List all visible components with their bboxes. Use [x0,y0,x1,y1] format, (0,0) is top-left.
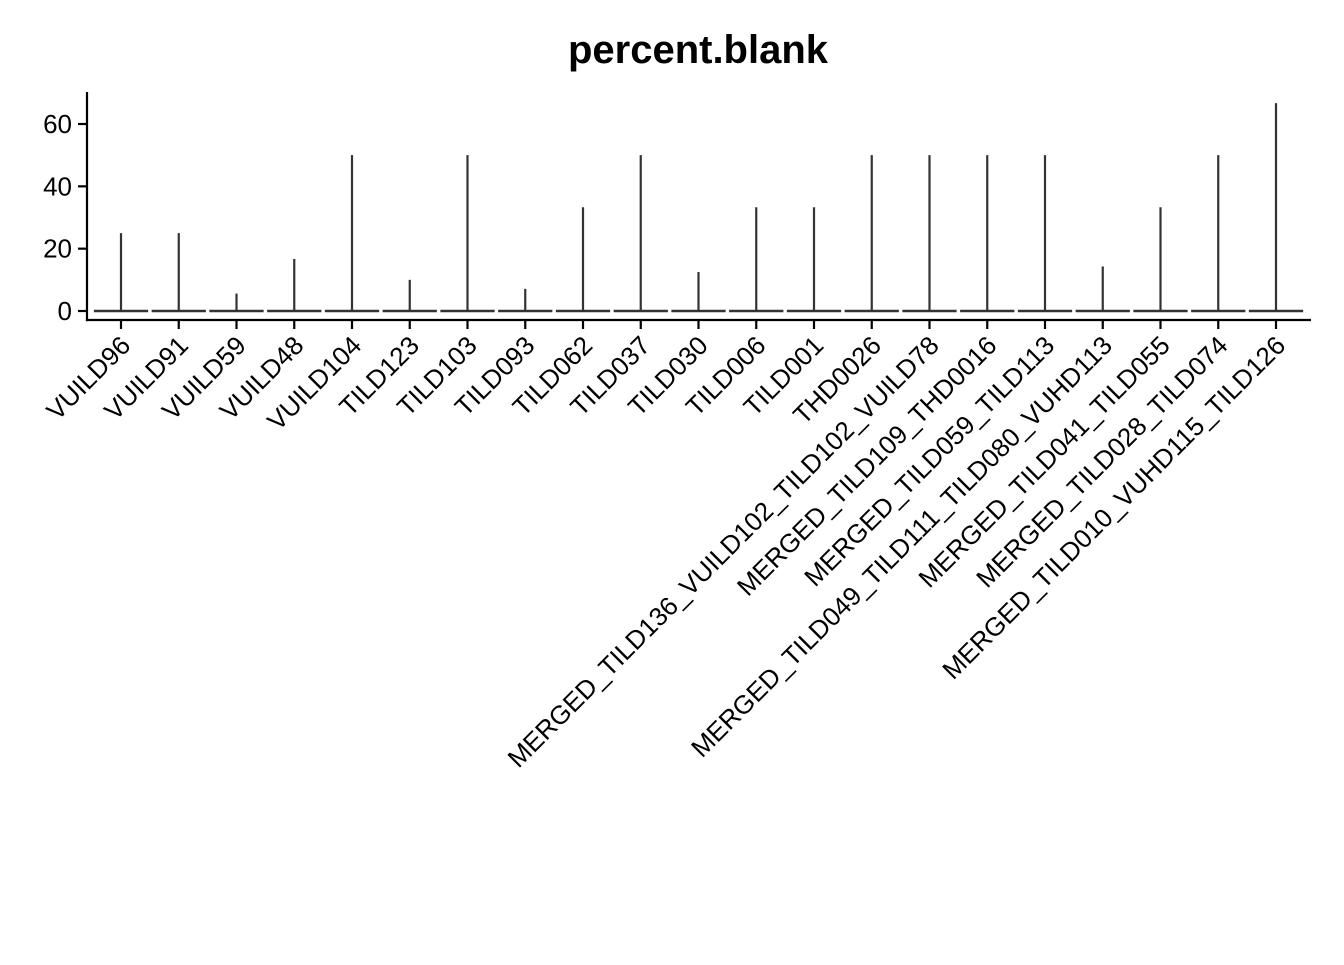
chart-title: percent.blank [568,28,829,72]
plot-area: 0204060VUILD96VUILD91VUILD59VUILD48VUILD… [40,92,1311,773]
y-tick-label: 40 [43,171,72,201]
y-tick-label: 20 [43,234,72,264]
y-tick-label: 0 [58,296,72,326]
y-tick-label: 60 [43,109,72,139]
